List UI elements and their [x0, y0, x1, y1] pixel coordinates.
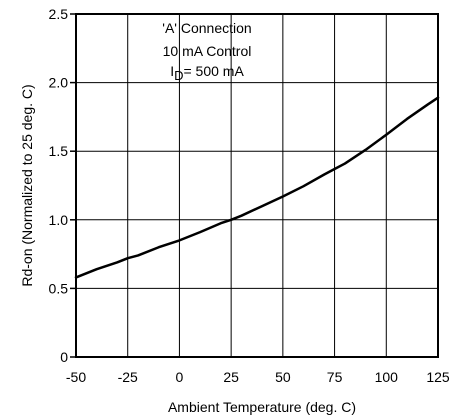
x-tick-label: 100: [375, 369, 399, 385]
y-tick-label: 2.0: [49, 75, 69, 91]
x-tick-label: 75: [327, 369, 343, 385]
y-axis-title: Rd-on (Normalized to 25 deg. C): [19, 84, 35, 286]
x-tick-label: 0: [176, 369, 184, 385]
annotation-line-1: 'A' Connection: [162, 20, 251, 36]
annotation-line-3: ID= 500 mA: [170, 63, 244, 83]
annotation-id-subscript: D: [174, 68, 183, 83]
x-ticks: -50 -25 0 25 50 75 100 125: [66, 369, 450, 385]
x-tick-label: 25: [223, 369, 239, 385]
annotation: 'A' Connection 10 mA Control ID= 500 mA: [162, 20, 251, 83]
grid: [76, 14, 438, 357]
y-tick-label: 1.5: [49, 143, 69, 159]
x-tick-label: 50: [275, 369, 291, 385]
annotation-id-value: = 500 mA: [183, 63, 244, 79]
annotation-line-2: 10 mA Control: [163, 43, 252, 59]
x-tick-label: -25: [118, 369, 138, 385]
series-line: [74, 96, 440, 279]
y-tick-label: 1.0: [49, 212, 69, 228]
annotation-id-symbol: I: [170, 63, 174, 79]
y-tick-label: 2.5: [49, 6, 69, 22]
x-axis-title: Ambient Temperature (deg. C): [168, 399, 356, 415]
y-tick-label: 0.5: [49, 280, 69, 296]
x-tick-label: -50: [66, 369, 86, 385]
series: [74, 96, 440, 279]
plot-frame: [75, 13, 439, 358]
x-tick-label: 125: [426, 369, 450, 385]
y-tick-label: 0: [60, 349, 68, 365]
y-ticks: 0 0.5 1.0 1.5 2.0 2.5: [49, 6, 76, 365]
